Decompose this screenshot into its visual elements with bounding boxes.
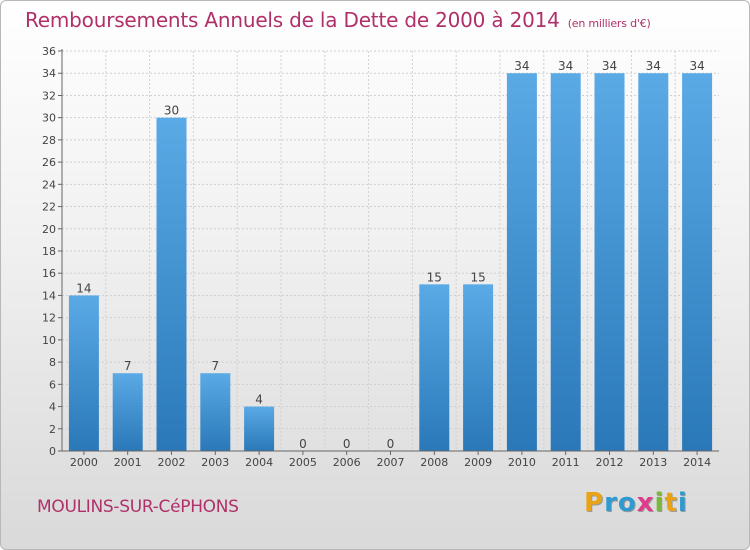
bar (506, 73, 537, 451)
y-tick-label: 18 (42, 245, 56, 258)
bars (68, 73, 713, 452)
bar-value-label: 14 (76, 281, 91, 295)
x-tick-label: 2013 (639, 456, 667, 469)
logo-letter: i (654, 488, 665, 518)
y-tick-label: 10 (42, 334, 56, 347)
y-tick-label: 32 (42, 89, 56, 102)
bar (200, 373, 231, 451)
bar (682, 73, 713, 451)
y-tick-label: 0 (49, 445, 56, 458)
chart-title-text: Remboursements Annuels de la Dette de 20… (25, 8, 560, 32)
y-tick-label: 30 (42, 112, 56, 125)
bar-value-label: 0 (387, 437, 395, 451)
bar-value-label: 15 (470, 270, 485, 284)
y-tick-label: 4 (49, 401, 56, 414)
x-tick-label: 2014 (683, 456, 711, 469)
logo-letter: o (617, 488, 637, 518)
logo-letter: x (636, 488, 655, 518)
chart-title: Remboursements Annuels de la Dette de 20… (25, 8, 651, 32)
bar (550, 73, 581, 451)
x-tick-label: 2010 (508, 456, 536, 469)
labels: 0246810121416182022242628303234361420007… (42, 45, 711, 469)
bar (463, 284, 494, 451)
x-tick-label: 2009 (464, 456, 492, 469)
y-tick-label: 2 (49, 423, 56, 436)
bar-value-label: 15 (427, 270, 442, 284)
x-tick-label: 2006 (333, 456, 361, 469)
y-tick-label: 26 (42, 156, 56, 169)
bar (244, 406, 275, 451)
x-tick-label: 2005 (289, 456, 317, 469)
bar (112, 373, 143, 451)
x-tick-label: 2004 (245, 456, 273, 469)
bar (638, 73, 669, 451)
bar (594, 73, 625, 451)
x-tick-label: 2001 (114, 456, 142, 469)
bar-value-label: 4 (255, 393, 263, 407)
x-tick-label: 2007 (377, 456, 405, 469)
bar-value-label: 34 (602, 59, 617, 73)
y-tick-label: 24 (42, 178, 56, 191)
y-tick-label: 6 (49, 378, 56, 391)
logo-letter: r (604, 488, 618, 518)
bar (156, 117, 187, 452)
bar (419, 284, 450, 451)
bar-value-label: 0 (299, 437, 307, 451)
x-tick-label: 2000 (70, 456, 98, 469)
logo-letter: i (677, 488, 688, 518)
x-tick-label: 2002 (158, 456, 186, 469)
axes (58, 49, 719, 455)
y-tick-label: 20 (42, 223, 56, 236)
y-tick-label: 36 (42, 45, 56, 58)
bar (68, 295, 99, 451)
y-tick-label: 14 (42, 289, 56, 302)
bar-value-label: 0 (343, 437, 351, 451)
bar-value-label: 34 (558, 59, 573, 73)
bar-value-label: 7 (124, 359, 132, 373)
y-tick-label: 34 (42, 67, 56, 80)
proxiti-logo: Proxiti (584, 488, 688, 518)
y-tick-label: 22 (42, 201, 56, 214)
logo-letter: t (664, 488, 678, 518)
bar-value-label: 34 (689, 59, 704, 73)
bar-value-label: 7 (211, 359, 219, 373)
chart-unit: (en milliers d'€) (567, 17, 651, 30)
x-tick-label: 2008 (420, 456, 448, 469)
bar-value-label: 34 (646, 59, 661, 73)
commune-name: MOULINS-SUR-CéPHONS (37, 497, 239, 517)
bar-value-label: 30 (164, 104, 179, 118)
y-tick-label: 16 (42, 267, 56, 280)
y-tick-label: 12 (42, 312, 56, 325)
x-tick-label: 2012 (596, 456, 624, 469)
x-tick-label: 2003 (201, 456, 229, 469)
bar-value-label: 34 (514, 59, 529, 73)
y-tick-label: 8 (49, 356, 56, 369)
x-tick-label: 2011 (552, 456, 580, 469)
logo-letter: P (584, 488, 605, 518)
y-tick-label: 28 (42, 134, 56, 147)
